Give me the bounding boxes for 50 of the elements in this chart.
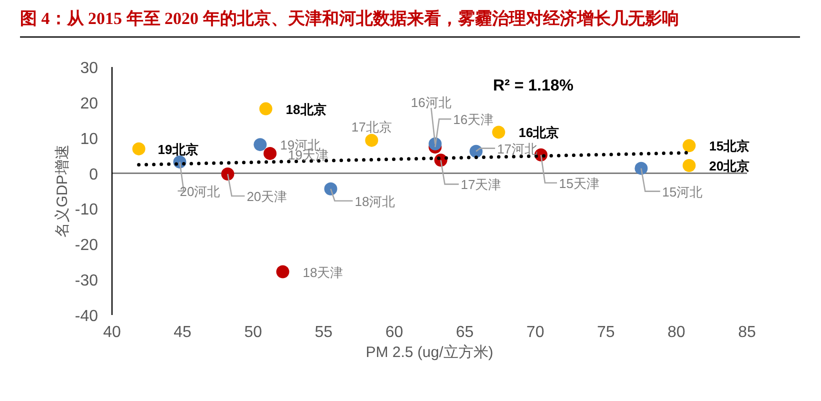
x-tick-label: 45 [174, 324, 192, 341]
y-axis-title: 名义GDP增速 [54, 144, 71, 238]
y-tick-label: -40 [74, 308, 98, 325]
x-tick-label: 60 [385, 324, 404, 341]
point [276, 265, 290, 278]
point [259, 102, 272, 116]
annotation: 18天津 [302, 264, 344, 280]
annotation: R² = 1.18% [493, 78, 574, 95]
point [492, 126, 506, 139]
y-tick-label: -10 [74, 202, 98, 219]
x-tick-label: 80 [668, 324, 686, 341]
x-tick-label: 70 [526, 324, 544, 341]
y-tick-label: 10 [80, 130, 98, 148]
x-tick-label: 75 [596, 324, 615, 341]
annotation: 20河北 [180, 184, 220, 199]
annotation: 17天津 [460, 177, 502, 192]
y-tick-label: 20 [80, 95, 98, 112]
annotation: 16天津 [453, 112, 494, 128]
annotation: 20天津 [246, 188, 288, 204]
x-tick-label: 55 [314, 324, 333, 341]
annotation: 18河北 [354, 194, 396, 209]
annotation: 15北京 [709, 138, 750, 154]
point [324, 182, 338, 196]
point [221, 167, 234, 180]
annotation: 20北京 [709, 158, 750, 174]
x-tick-label: 50 [244, 324, 262, 341]
chart-title: 图 4：从 2015 年至 2020 年的北京、天津和河北数据来看，雾霾治理对经济增长几无影响 [20, 9, 679, 28]
x-tick-label: 65 [456, 324, 474, 341]
annotation: 17河北 [497, 141, 538, 156]
y-tick-label: 0 [89, 166, 98, 184]
annotation: 16河北 [410, 94, 452, 110]
point [254, 138, 267, 152]
annotation: 15天津 [558, 176, 600, 191]
point [132, 142, 146, 156]
y-tick-label: -20 [74, 237, 98, 254]
point [264, 146, 277, 160]
annotation: 16北京 [518, 125, 560, 140]
annotation: 15河北 [662, 184, 703, 200]
x-tick-label: 40 [103, 324, 121, 341]
point [365, 134, 378, 147]
x-tick-label: 85 [738, 324, 756, 341]
point [634, 162, 648, 175]
annotation: 17北京 [351, 119, 392, 134]
point [682, 158, 696, 172]
y-tick-label: -30 [74, 272, 98, 290]
annotation: 18北京 [286, 102, 326, 117]
y-tick-label: 30 [80, 60, 98, 77]
point [682, 139, 696, 152]
x-axis-title: PM 2.5 (ug/立方米) [366, 344, 494, 361]
annotation: 19北京 [158, 142, 198, 157]
